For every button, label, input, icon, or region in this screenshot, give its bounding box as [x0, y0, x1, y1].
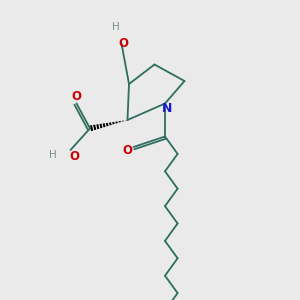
Text: O: O: [69, 149, 79, 163]
Text: O: O: [71, 90, 82, 104]
Text: N: N: [162, 102, 172, 116]
Text: H: H: [49, 149, 56, 160]
Text: O: O: [122, 143, 132, 157]
Text: O: O: [118, 37, 128, 50]
Text: H: H: [112, 22, 119, 32]
